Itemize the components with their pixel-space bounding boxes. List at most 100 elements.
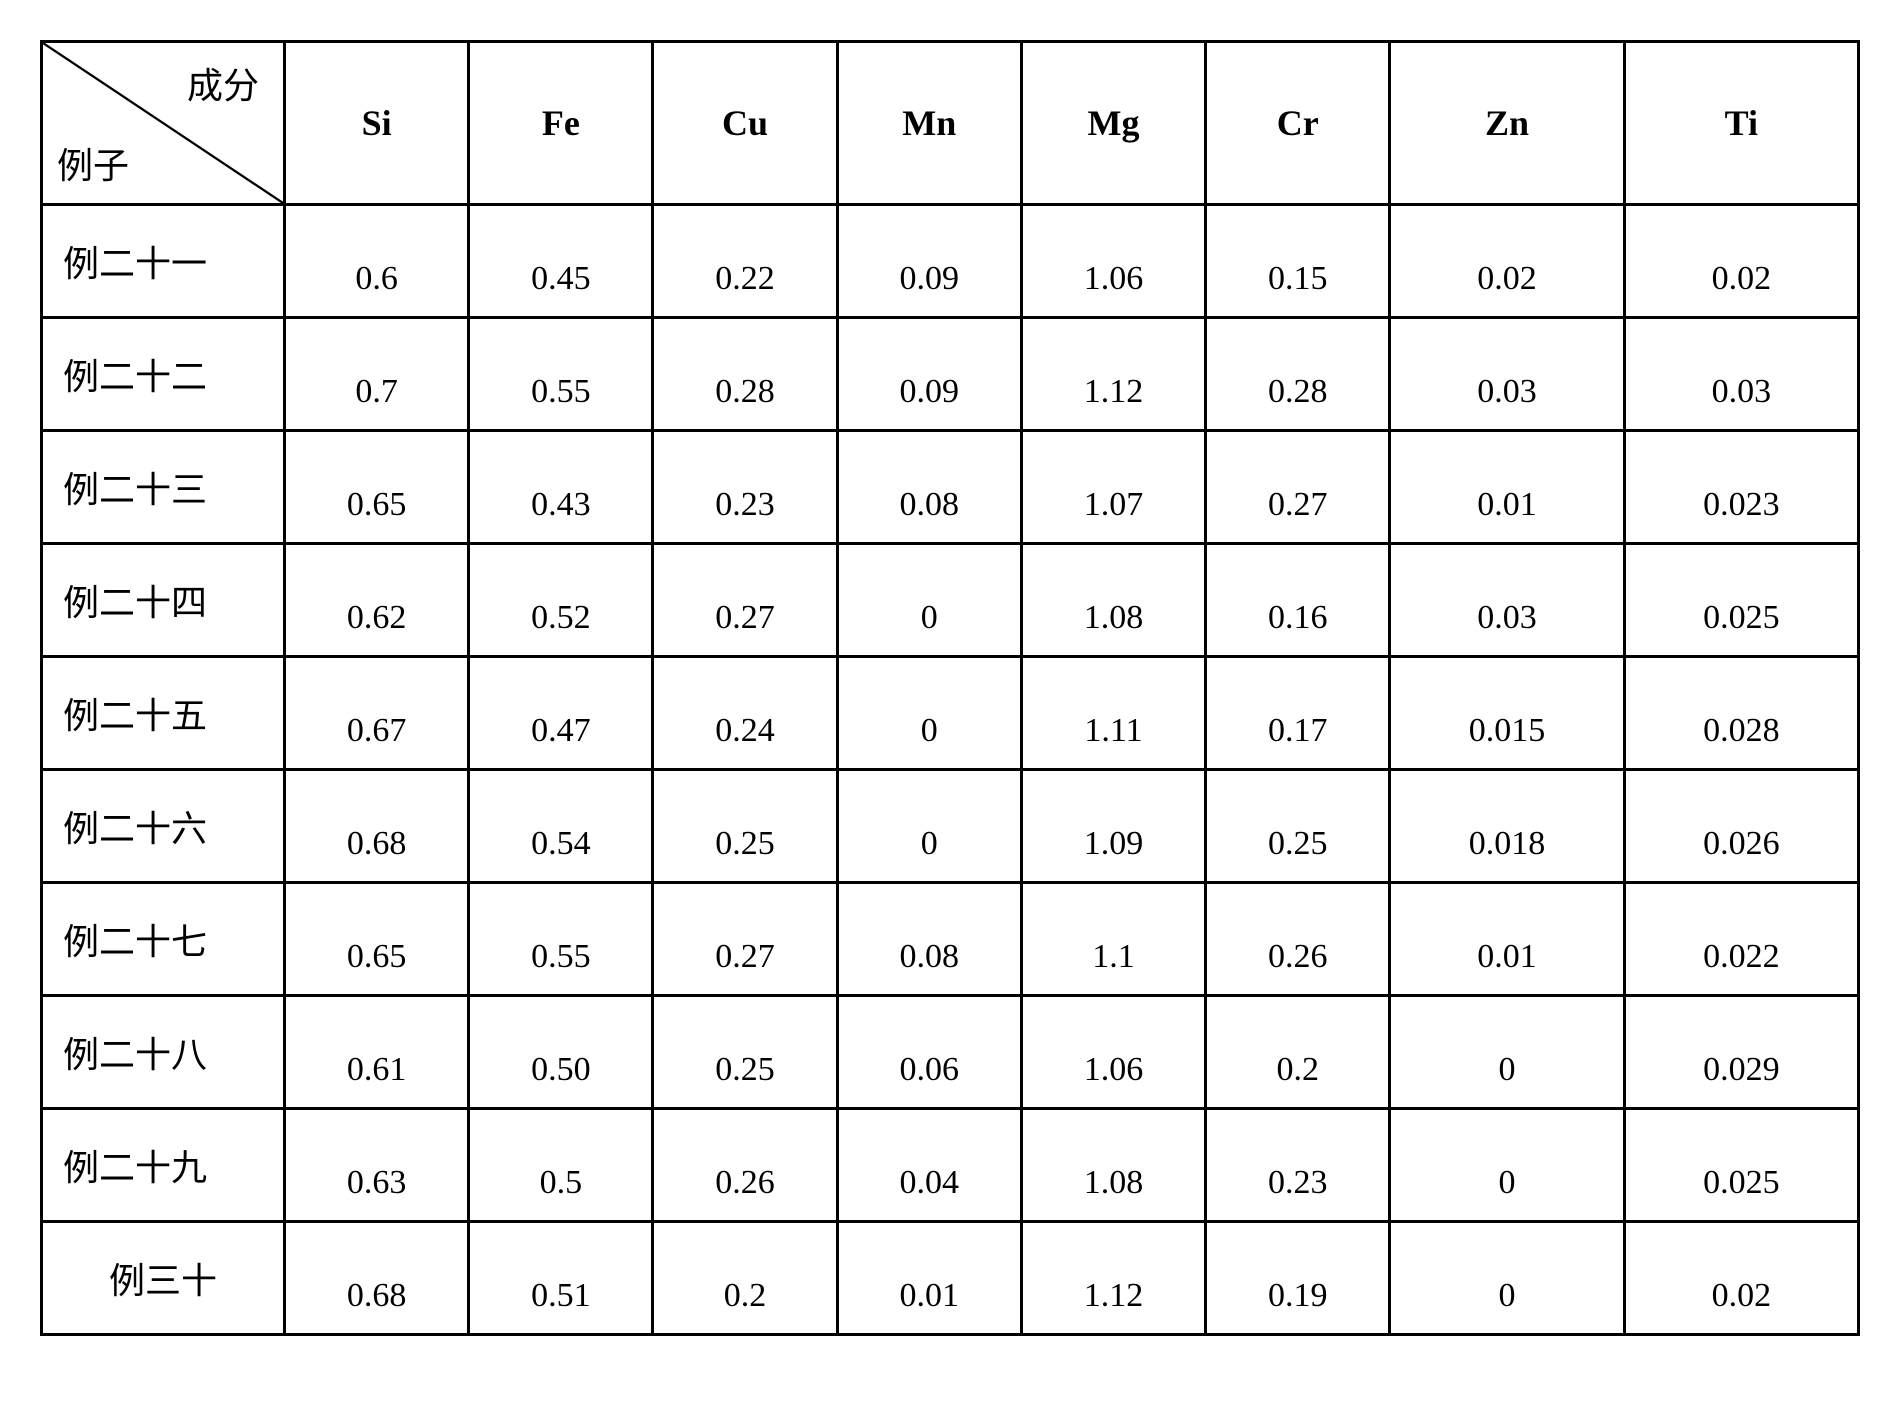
cell-value: 0.03	[1390, 318, 1624, 431]
cell-value: 0.6	[285, 205, 469, 318]
cell-value: 0.09	[837, 318, 1021, 431]
cell-value: 0.55	[469, 318, 653, 431]
cell-value: 0.23	[653, 431, 837, 544]
cell-value: 0.5	[469, 1109, 653, 1222]
cell-value: 0.2	[1206, 996, 1390, 1109]
cell-value: 0.45	[469, 205, 653, 318]
cell-value: 0.22	[653, 205, 837, 318]
cell-value: 0.17	[1206, 657, 1390, 770]
cell-value: 0.25	[653, 770, 837, 883]
cell-value: 0.65	[285, 883, 469, 996]
cell-value: 0.04	[837, 1109, 1021, 1222]
table-row: 例二十七0.650.550.270.081.10.260.010.022	[42, 883, 1859, 996]
cell-value: 0.15	[1206, 205, 1390, 318]
cell-value: 0.02	[1624, 1222, 1858, 1335]
corner-bottom-label: 例子	[57, 137, 129, 189]
cell-value: 0	[1390, 1109, 1624, 1222]
cell-value: 0.43	[469, 431, 653, 544]
cell-value: 1.11	[1021, 657, 1205, 770]
table-row: 例二十四0.620.520.2701.080.160.030.025	[42, 544, 1859, 657]
cell-value: 0.03	[1390, 544, 1624, 657]
cell-value: 0.28	[1206, 318, 1390, 431]
col-header: Cu	[653, 42, 837, 205]
cell-value: 0.02	[1624, 205, 1858, 318]
col-header: Fe	[469, 42, 653, 205]
cell-value: 0.01	[1390, 883, 1624, 996]
cell-value: 0.55	[469, 883, 653, 996]
row-label: 例二十九	[42, 1109, 285, 1222]
cell-value: 0.27	[653, 544, 837, 657]
cell-value: 0.02	[1390, 205, 1624, 318]
cell-value: 0.61	[285, 996, 469, 1109]
cell-value: 0	[1390, 1222, 1624, 1335]
cell-value: 1.12	[1021, 1222, 1205, 1335]
cell-value: 0.025	[1624, 544, 1858, 657]
cell-value: 1.12	[1021, 318, 1205, 431]
table-row: 例二十八0.610.500.250.061.060.200.029	[42, 996, 1859, 1109]
col-header: Ti	[1624, 42, 1858, 205]
cell-value: 0.28	[653, 318, 837, 431]
composition-table: 成分 例子 Si Fe Cu Mn Mg Cr Zn Ti 例二十一0.60.4…	[40, 40, 1860, 1336]
cell-value: 0.7	[285, 318, 469, 431]
cell-value: 0.01	[837, 1222, 1021, 1335]
cell-value: 0.01	[1390, 431, 1624, 544]
cell-value: 0.029	[1624, 996, 1858, 1109]
table-row: 例二十六0.680.540.2501.090.250.0180.026	[42, 770, 1859, 883]
row-label: 例二十二	[42, 318, 285, 431]
cell-value: 0.028	[1624, 657, 1858, 770]
cell-value: 0.16	[1206, 544, 1390, 657]
cell-value: 0.62	[285, 544, 469, 657]
cell-value: 0	[837, 770, 1021, 883]
cell-value: 1.06	[1021, 205, 1205, 318]
col-header: Si	[285, 42, 469, 205]
row-label: 例二十三	[42, 431, 285, 544]
cell-value: 0.51	[469, 1222, 653, 1335]
cell-value: 0.25	[653, 996, 837, 1109]
cell-value: 0.54	[469, 770, 653, 883]
cell-value: 0.24	[653, 657, 837, 770]
cell-value: 0.023	[1624, 431, 1858, 544]
cell-value: 0	[1390, 996, 1624, 1109]
cell-value: 1.1	[1021, 883, 1205, 996]
table-row: 例二十一0.60.450.220.091.060.150.020.02	[42, 205, 1859, 318]
cell-value: 0.23	[1206, 1109, 1390, 1222]
header-row: 成分 例子 Si Fe Cu Mn Mg Cr Zn Ti	[42, 42, 1859, 205]
table-row: 例二十二0.70.550.280.091.120.280.030.03	[42, 318, 1859, 431]
cell-value: 0	[837, 544, 1021, 657]
cell-value: 0.26	[653, 1109, 837, 1222]
cell-value: 0.27	[1206, 431, 1390, 544]
cell-value: 0.08	[837, 883, 1021, 996]
cell-value: 0.65	[285, 431, 469, 544]
row-label: 例二十五	[42, 657, 285, 770]
cell-value: 0	[837, 657, 1021, 770]
cell-value: 0.022	[1624, 883, 1858, 996]
cell-value: 1.06	[1021, 996, 1205, 1109]
row-label: 例二十四	[42, 544, 285, 657]
table-row: 例二十三0.650.430.230.081.070.270.010.023	[42, 431, 1859, 544]
cell-value: 0.27	[653, 883, 837, 996]
table-row: 例二十五0.670.470.2401.110.170.0150.028	[42, 657, 1859, 770]
col-header: Mn	[837, 42, 1021, 205]
cell-value: 1.08	[1021, 1109, 1205, 1222]
cell-value: 0.67	[285, 657, 469, 770]
corner-header: 成分 例子	[42, 42, 285, 205]
cell-value: 0.2	[653, 1222, 837, 1335]
cell-value: 0.018	[1390, 770, 1624, 883]
cell-value: 0.63	[285, 1109, 469, 1222]
col-header: Mg	[1021, 42, 1205, 205]
cell-value: 0.026	[1624, 770, 1858, 883]
cell-value: 0.25	[1206, 770, 1390, 883]
col-header: Zn	[1390, 42, 1624, 205]
cell-value: 0.03	[1624, 318, 1858, 431]
cell-value: 0.52	[469, 544, 653, 657]
cell-value: 0.68	[285, 770, 469, 883]
cell-value: 1.09	[1021, 770, 1205, 883]
corner-top-label: 成分	[187, 57, 259, 109]
cell-value: 0.68	[285, 1222, 469, 1335]
cell-value: 0.09	[837, 205, 1021, 318]
cell-value: 0.015	[1390, 657, 1624, 770]
cell-value: 1.07	[1021, 431, 1205, 544]
cell-value: 0.19	[1206, 1222, 1390, 1335]
row-label: 例二十八	[42, 996, 285, 1109]
cell-value: 0.50	[469, 996, 653, 1109]
